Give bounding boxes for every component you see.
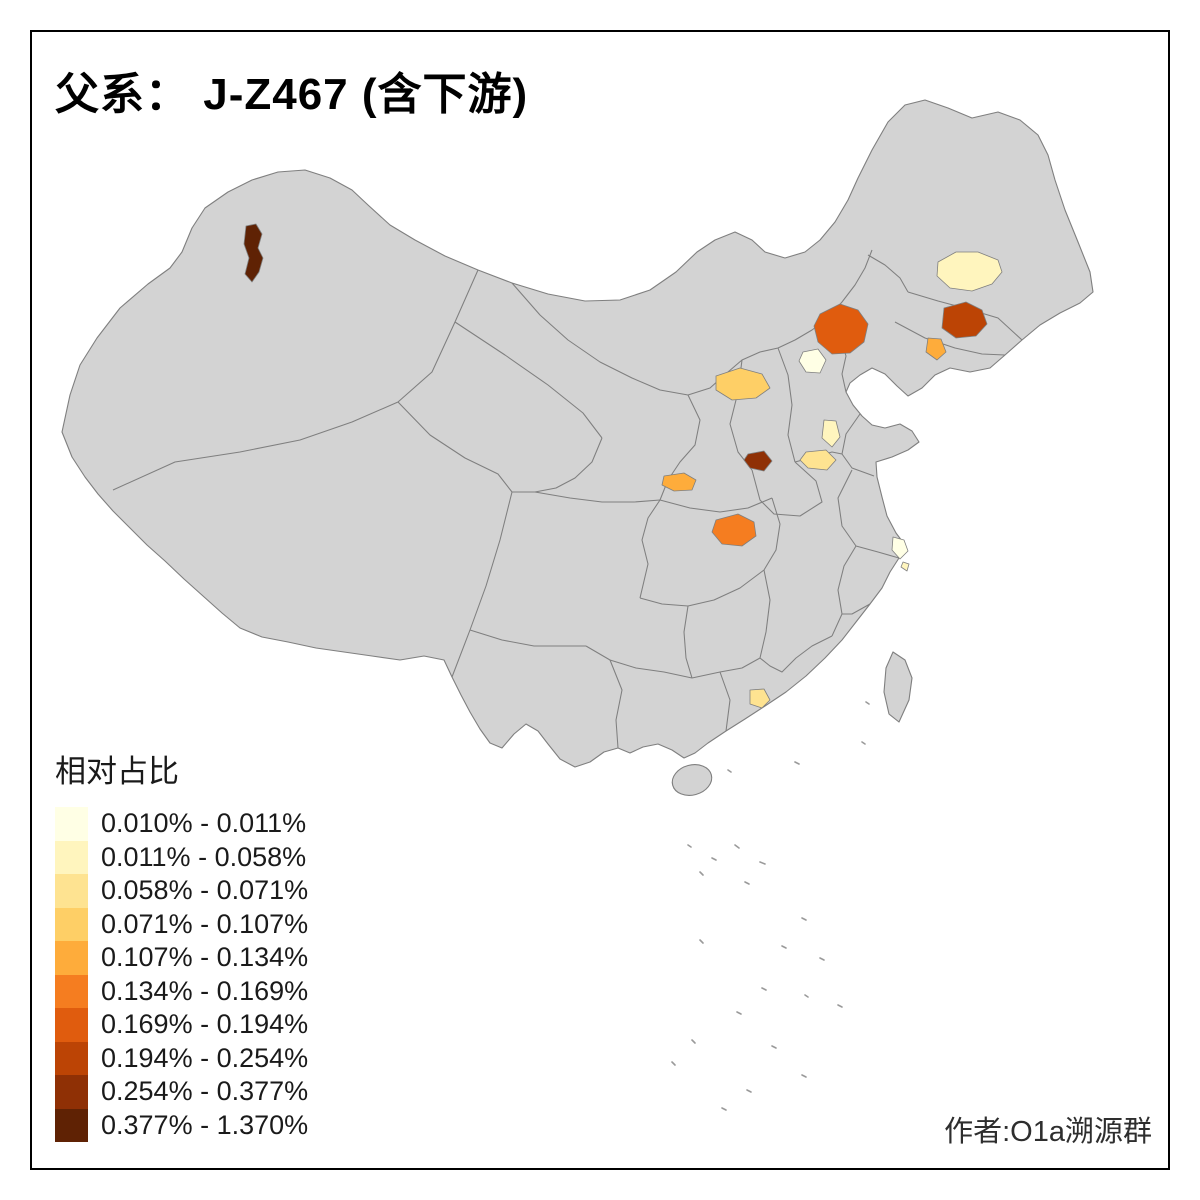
legend-swatch (55, 974, 88, 1008)
map-title: 父系： J-Z467 (含下游) (55, 70, 529, 119)
map-region-central-darkbrown (743, 450, 773, 472)
map-region-eastcoast-pale (900, 561, 910, 572)
legend-swatch (55, 807, 88, 841)
legend-label: 0.194% - 0.254% (101, 1042, 309, 1073)
map-region-east-pale-a (821, 419, 841, 448)
legend-swatch (55, 1008, 88, 1042)
province-boundaries (112, 249, 1023, 749)
map-region-north-orange (813, 303, 869, 355)
legend-swatch (55, 1041, 88, 1075)
map-region-northeast-darkorange (941, 301, 988, 339)
map-region-east-pale-b (799, 449, 837, 471)
legend-entry: 0.010% - 0.011% (55, 807, 308, 841)
legend: 相对占比 0.010% - 0.011% 0.011% - 0.058% 0.0… (55, 746, 308, 1142)
attribution: 作者:O1a溯源群 (944, 1116, 1152, 1148)
map-region-south-pale (749, 688, 771, 709)
south-china-sea-islands (671, 701, 870, 1111)
taiwan-island (883, 651, 913, 723)
map-region-central-orange-a (661, 472, 697, 492)
legend-label: 0.058% - 0.071% (101, 875, 309, 906)
legend-entry: 0.134% - 0.169% (55, 974, 309, 1008)
legend-entries: 0.010% - 0.011% 0.011% - 0.058% 0.058% -… (55, 807, 308, 1142)
legend-label: 0.107% - 0.134% (101, 942, 309, 973)
legend-entry: 0.169% - 0.194% (55, 1008, 308, 1042)
china-outline (61, 99, 1094, 796)
legend-entry: 0.377% - 1.370% (55, 1108, 309, 1142)
hainan-island (671, 764, 713, 796)
legend-swatch (55, 1075, 88, 1109)
legend-entry: 0.107% - 0.134% (55, 941, 308, 975)
legend-label: 0.377% - 1.370% (101, 1109, 309, 1140)
map-region-northeast-gold (925, 337, 947, 361)
legend-label: 0.169% - 0.194% (101, 1009, 309, 1040)
legend-label: 0.010% - 0.011% (101, 808, 307, 839)
legend-swatch (55, 941, 88, 975)
legend-entry: 0.254% - 0.377% (55, 1075, 308, 1109)
legend-entry: 0.071% - 0.107% (55, 907, 309, 941)
legend-swatch (55, 1108, 88, 1142)
map-region-central-orange-b (711, 513, 757, 547)
legend-label: 0.011% - 0.058% (101, 841, 307, 872)
map-region-north-cream (798, 348, 827, 374)
map-region-northwest-dark (243, 223, 264, 283)
legend-label: 0.254% - 0.377% (101, 1076, 309, 1107)
legend-swatch (55, 907, 88, 941)
legend-title: 相对占比 (55, 754, 179, 789)
legend-entry: 0.194% - 0.254% (55, 1041, 309, 1075)
map-region-eastcoast-cream (891, 536, 909, 560)
legend-label: 0.071% - 0.107% (101, 908, 309, 939)
legend-swatch (55, 874, 88, 908)
map-region-northeast-pale (936, 251, 1003, 292)
legend-entry: 0.011% - 0.058% (55, 840, 308, 874)
map-region-central-north-gold (715, 367, 771, 401)
legend-entry: 0.058% - 0.071% (55, 874, 308, 908)
highlighted-regions (243, 223, 1003, 709)
mainland-shape (61, 99, 1094, 768)
legend-label: 0.134% - 0.169% (101, 975, 309, 1006)
legend-swatch (55, 840, 88, 874)
